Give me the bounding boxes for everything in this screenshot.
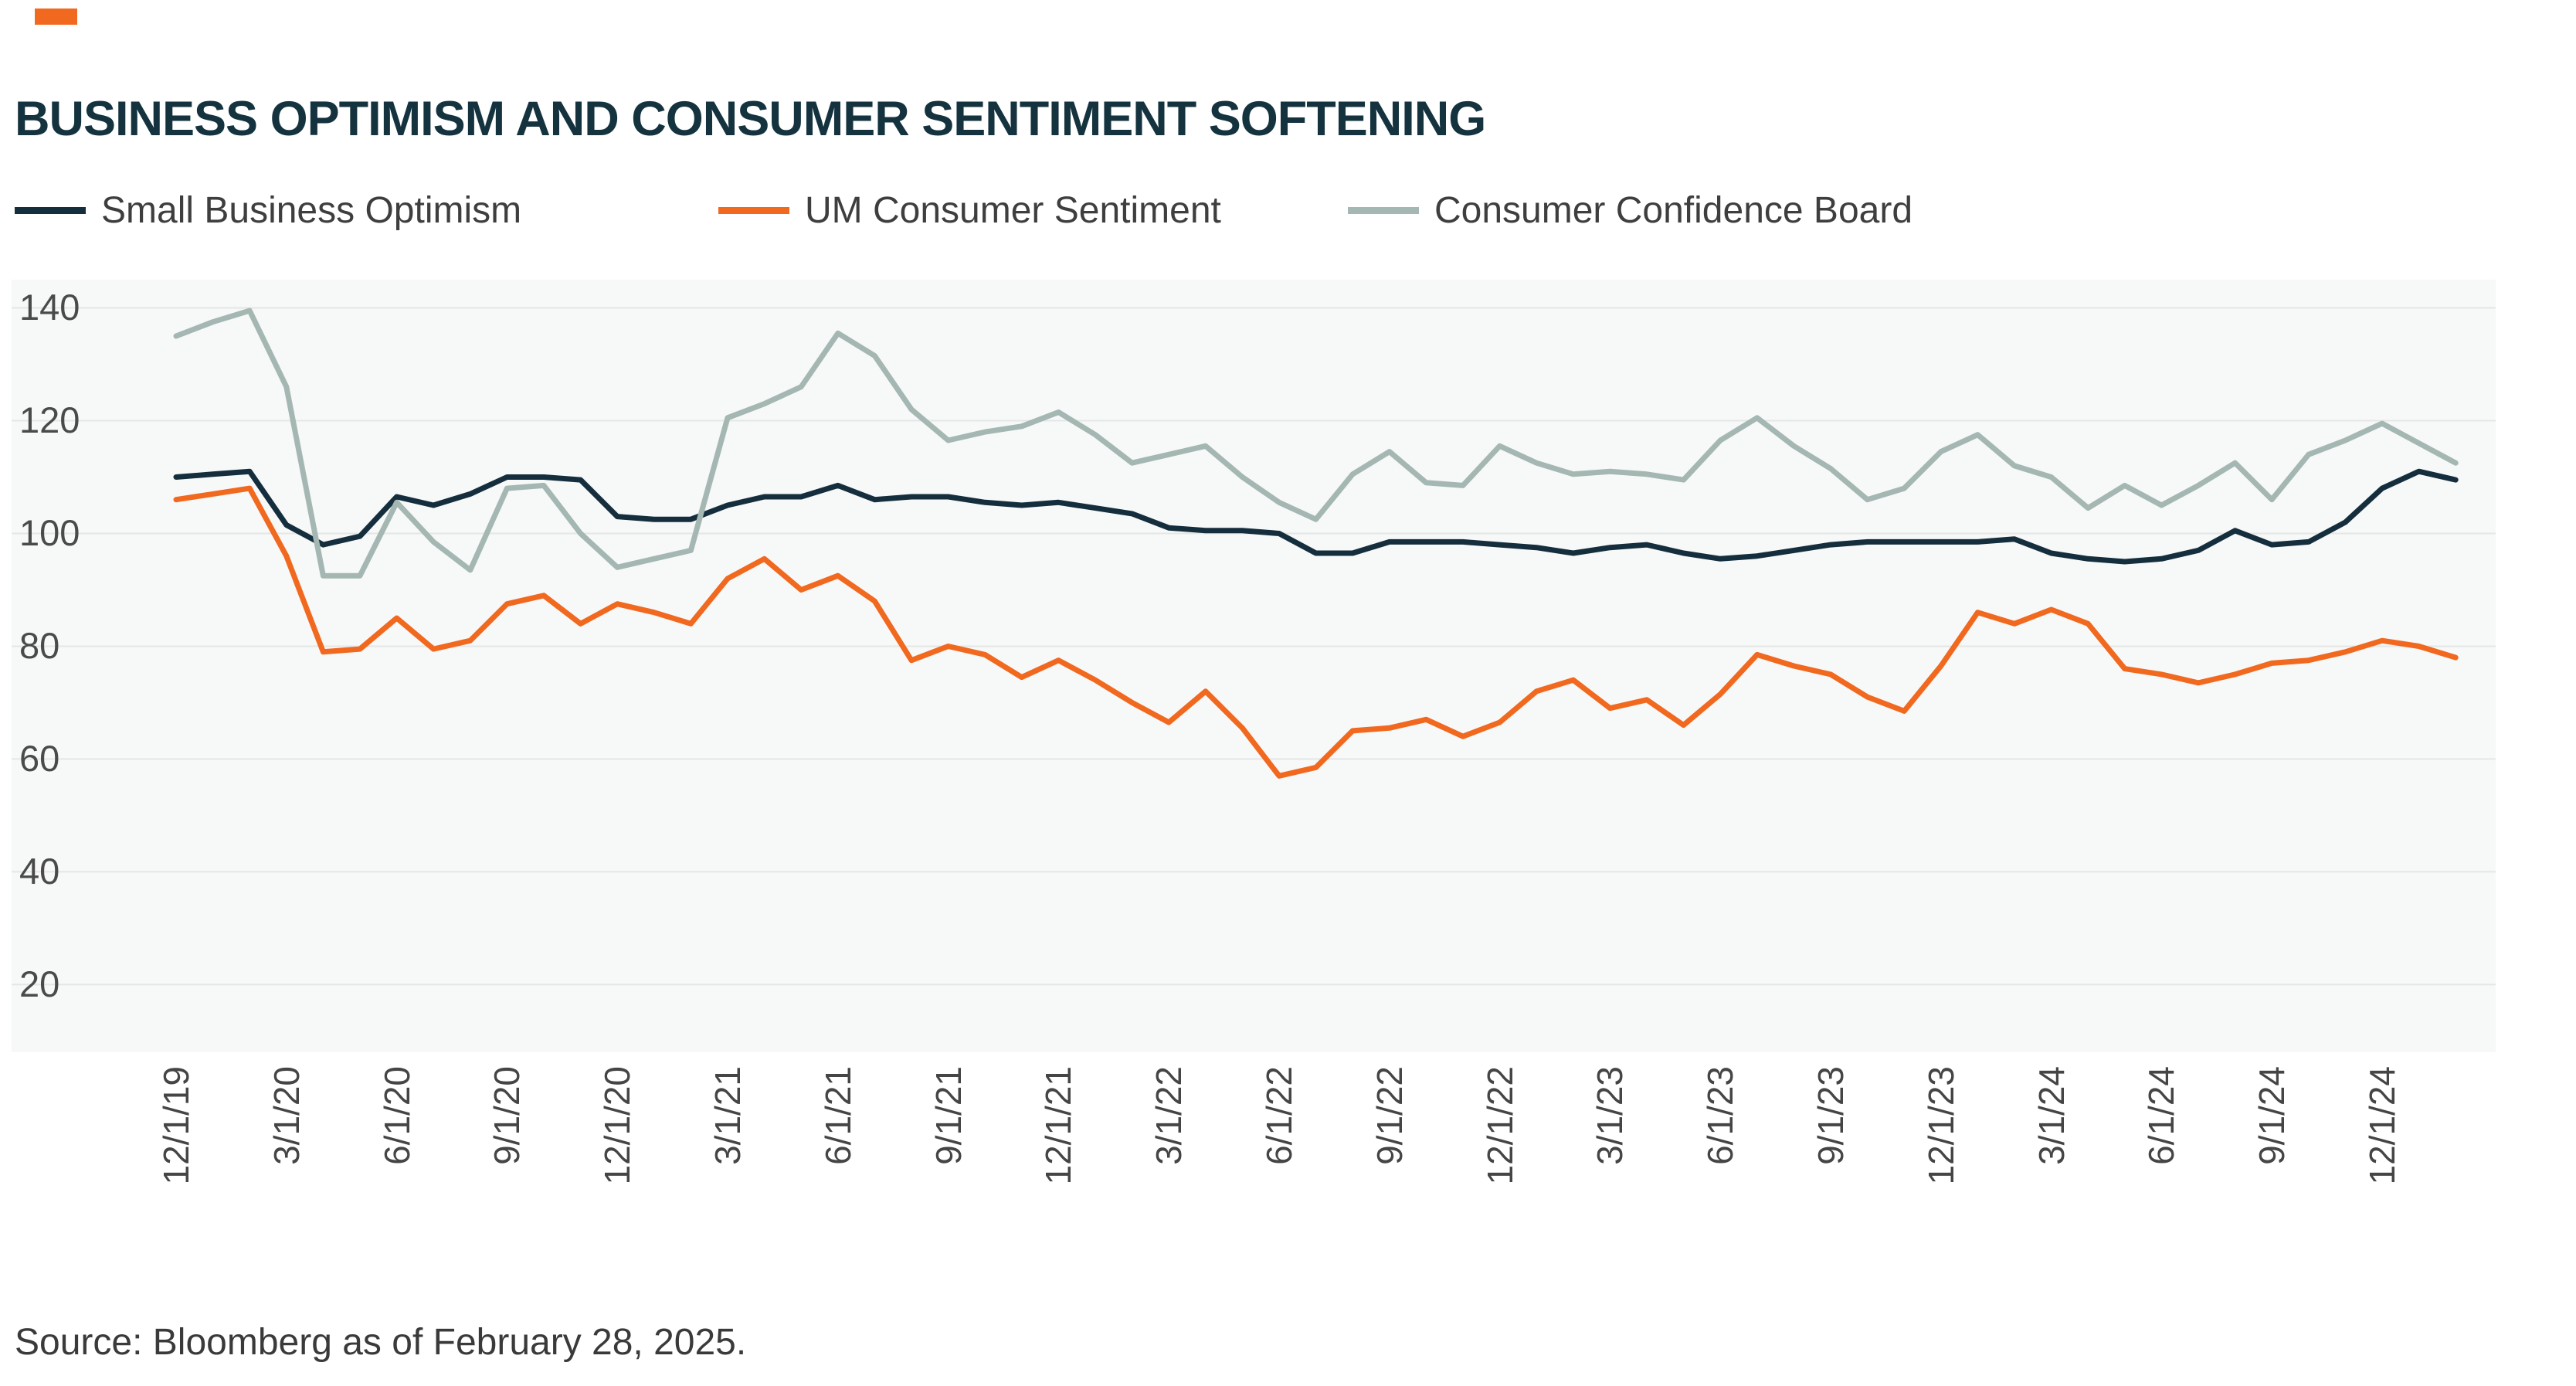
x-tick-label: 9/1/20 <box>487 1066 527 1165</box>
y-tick-label: 80 <box>19 625 60 666</box>
legend-label: Small Business Optimism <box>101 189 522 231</box>
series-line-small-business-optimism <box>173 468 2459 565</box>
legend-item-um-consumer-sentiment: UM Consumer Sentiment <box>718 185 1221 235</box>
legend-label: UM Consumer Sentiment <box>805 189 1221 231</box>
legend-label: Consumer Confidence Board <box>1434 189 1913 231</box>
y-tick-label: 100 <box>19 512 80 553</box>
x-axis-labels: 12/1/19 3/1/20 6/1/20 9/1/20 12/1/20 3/1/21 6/… <box>12 1066 2496 1259</box>
x-tick-label: 3/1/21 <box>708 1066 748 1165</box>
y-tick-label: 20 <box>19 963 60 1004</box>
x-tick-label: 12/1/19 <box>156 1066 196 1185</box>
legend-line-swatch <box>718 206 789 214</box>
brand-mark <box>35 8 77 25</box>
x-tick-label: 6/1/22 <box>1259 1066 1299 1165</box>
x-tick-label: 3/1/20 <box>266 1066 307 1165</box>
series-line-um-consumer-sentiment <box>173 485 2459 779</box>
y-tick-label: 120 <box>19 399 80 440</box>
x-tick-label: 9/1/22 <box>1369 1066 1410 1165</box>
legend: Small Business Optimism UM Consumer Sent… <box>0 185 2576 235</box>
x-tick-label: 9/1/23 <box>1811 1066 1851 1165</box>
x-tick-label: 12/1/21 <box>1038 1066 1078 1185</box>
x-tick-label: 6/1/23 <box>1700 1066 1740 1165</box>
legend-item-consumer-confidence-board: Consumer Confidence Board <box>1348 185 1912 235</box>
chart-title: BUSINESS OPTIMISM AND CONSUMER SENTIMENT… <box>15 92 1486 147</box>
x-tick-label: 6/1/21 <box>818 1066 858 1165</box>
y-tick-label: 140 <box>19 287 80 328</box>
y-tick-label: 60 <box>19 738 60 779</box>
x-tick-label: 12/1/24 <box>2362 1066 2402 1185</box>
legend-line-swatch <box>1348 206 1419 214</box>
x-tick-label: 6/1/24 <box>2141 1066 2181 1165</box>
x-tick-label: 3/1/24 <box>2031 1066 2072 1165</box>
x-tick-label: 12/1/23 <box>1921 1066 1961 1185</box>
y-tick-label: 40 <box>19 851 60 892</box>
x-tick-label: 6/1/20 <box>377 1066 417 1165</box>
x-tick-label: 12/1/22 <box>1480 1066 1520 1185</box>
series-line-consumer-confidence-board <box>173 307 2459 579</box>
legend-line-swatch <box>15 206 86 214</box>
x-tick-label: 3/1/22 <box>1149 1066 1189 1165</box>
x-tick-label: 9/1/21 <box>928 1066 969 1165</box>
plot-area: 20 40 60 80 100 120 140 <box>12 280 2496 1052</box>
chart-canvas <box>12 307 2496 986</box>
source-note: Source: Bloomberg as of February 28, 202… <box>15 1322 747 1363</box>
x-tick-label: 3/1/23 <box>1590 1066 1630 1165</box>
x-tick-label: 12/1/20 <box>597 1066 637 1185</box>
legend-item-small-business-optimism: Small Business Optimism <box>15 185 521 235</box>
x-tick-label: 9/1/24 <box>2252 1066 2292 1165</box>
